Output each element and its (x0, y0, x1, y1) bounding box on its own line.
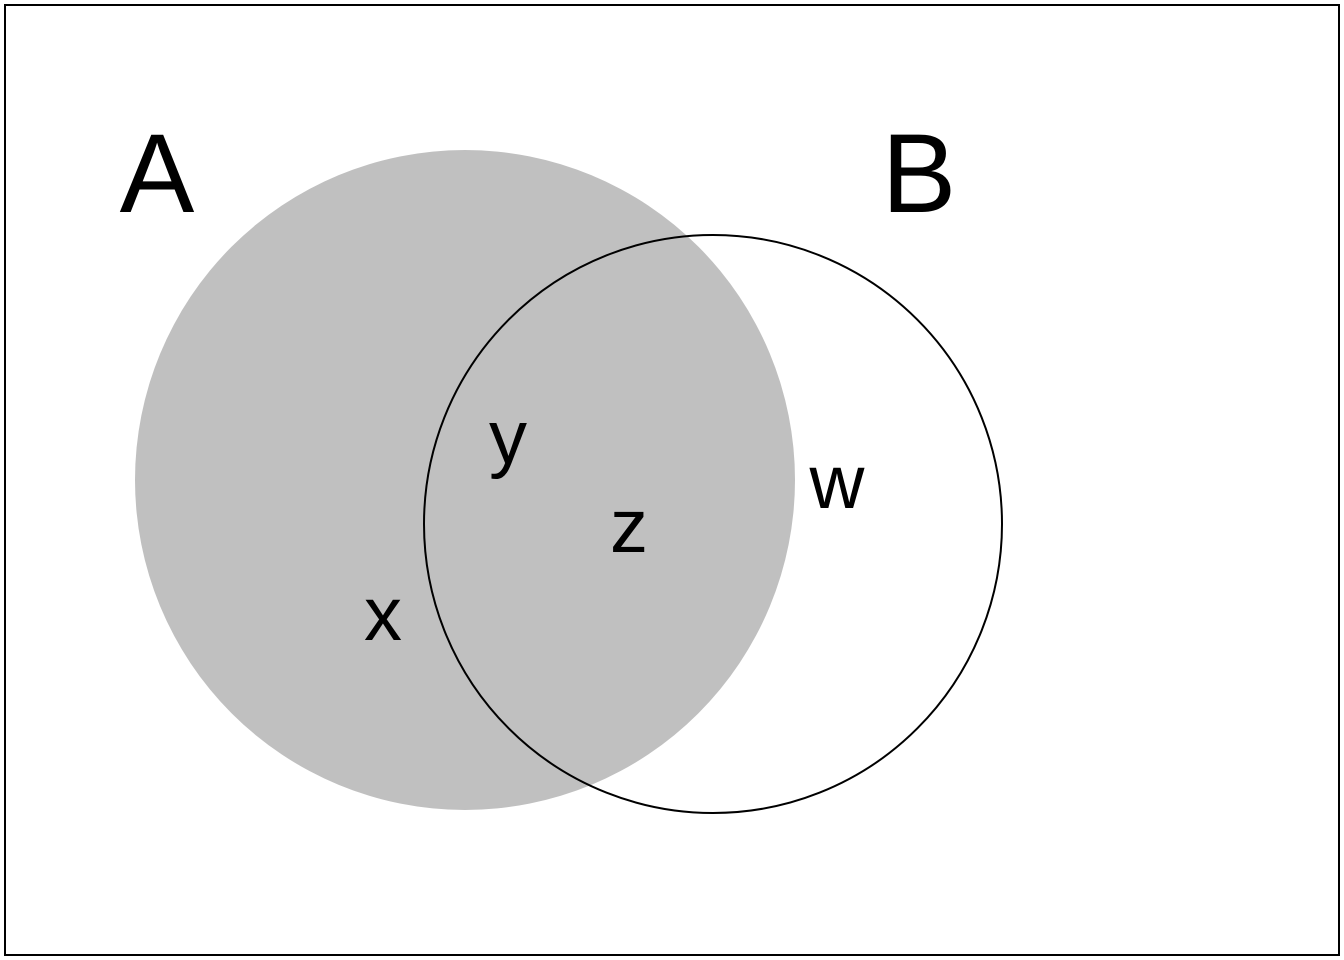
region-label-w: w (809, 440, 866, 525)
set-a-label: A (120, 111, 195, 236)
set-a-circle (135, 150, 795, 810)
set-b-label: B (882, 111, 957, 236)
region-label-x: x (364, 572, 402, 657)
set-b-circle (423, 234, 1003, 814)
region-label-y: y (489, 395, 527, 480)
region-label-z: z (610, 484, 648, 569)
